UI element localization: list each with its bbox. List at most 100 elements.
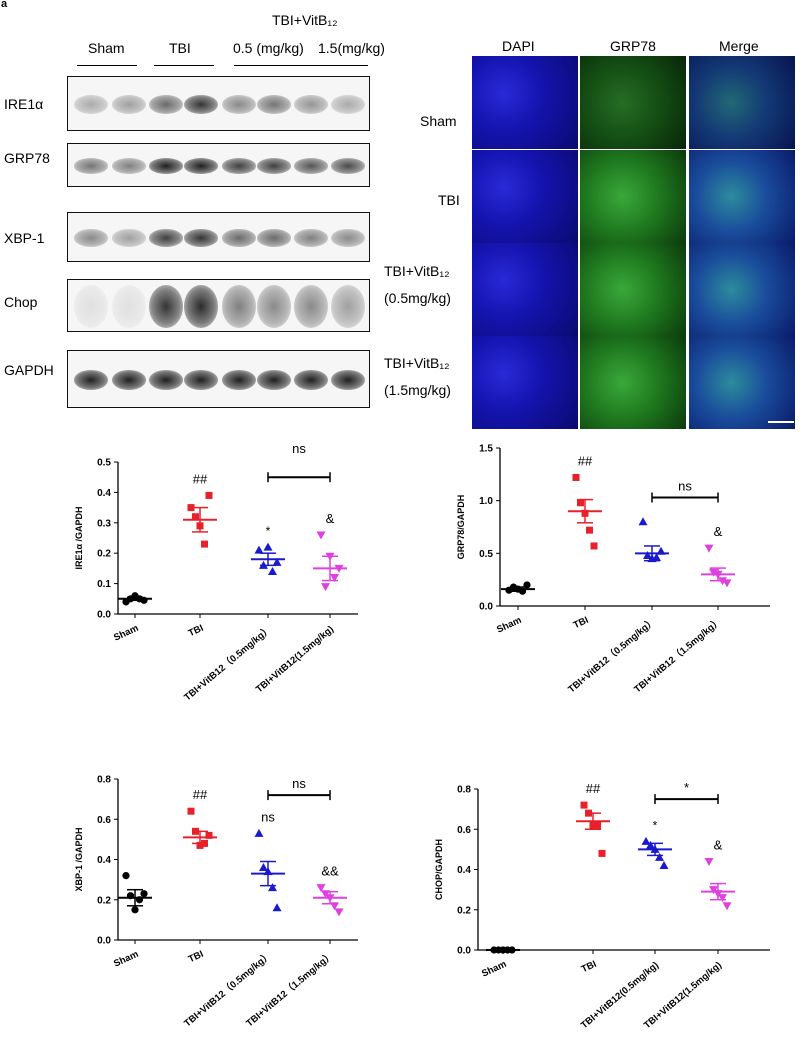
blot-band (294, 369, 328, 391)
y-tick-label: 0.5 (97, 458, 111, 469)
data-point (598, 849, 606, 857)
blot-strip-2 (67, 212, 370, 262)
data-point (709, 568, 718, 577)
significance-mark: ## (586, 781, 601, 796)
data-point (330, 574, 339, 583)
blot-band (112, 158, 146, 174)
data-point (187, 504, 195, 512)
bracket-label: ns (292, 441, 306, 456)
y-tick-label: 0.6 (457, 825, 471, 836)
blot-band (74, 229, 108, 247)
vit-underline (234, 65, 368, 66)
data-point (272, 557, 282, 566)
blot-band (331, 369, 365, 391)
blot-band (184, 229, 218, 247)
blot-band (222, 369, 256, 391)
y-axis-label: CHOP/GAPDH (434, 839, 444, 900)
blot-band (184, 158, 218, 174)
data-point (655, 852, 664, 861)
y-tick-label: 0.0 (97, 610, 111, 621)
micro-row-label: TBI+VitB₁₂ (384, 263, 450, 279)
significance-mark: ## (193, 787, 208, 802)
significance-mark: & (714, 524, 723, 539)
dose-15-label: 1.5(mg/kg) (318, 40, 385, 56)
x-tick-label: Sham (112, 949, 140, 970)
data-point (254, 545, 264, 554)
y-axis-label: GRP78/GAPDH (456, 495, 466, 560)
data-point (580, 801, 588, 809)
data-point (577, 499, 584, 507)
data-point (205, 491, 213, 499)
data-point (254, 828, 264, 837)
bracket-label: ns (292, 776, 306, 791)
blot-band (294, 94, 328, 115)
blot-band (331, 229, 365, 247)
data-point (334, 908, 344, 917)
data-point (187, 807, 195, 815)
y-tick-label: 0.0 (479, 602, 493, 613)
blot-band (149, 158, 183, 174)
blot-band (74, 285, 108, 328)
sham-group-label: Sham (88, 40, 125, 56)
significance-mark: && (321, 864, 339, 879)
data-point (196, 841, 204, 849)
micro-image-merge (689, 243, 795, 336)
micro-image-grp78 (580, 150, 686, 243)
micro-image-grp78 (580, 336, 686, 429)
micro-image-merge (689, 150, 795, 243)
micro-col-header: Merge (719, 38, 759, 54)
blot-label-0: IRE1α (4, 96, 44, 112)
x-tick-label: Sham (480, 959, 508, 980)
blot-label-2: XBP-1 (4, 230, 45, 246)
blot-band (222, 229, 256, 247)
micro-col-header: DAPI (502, 38, 535, 54)
y-tick-label: 0.2 (97, 549, 111, 560)
y-tick-label: 0.4 (97, 488, 111, 499)
data-point (718, 894, 727, 903)
data-point (192, 513, 199, 521)
blot-band (294, 229, 328, 247)
blot-band (294, 158, 328, 174)
significance-mark: & (326, 511, 335, 526)
data-point (268, 883, 277, 892)
micro-image-merge (689, 336, 795, 429)
blot-band (74, 94, 108, 115)
significance-mark: ## (193, 471, 208, 486)
blot-band (149, 369, 183, 391)
x-tick-label: TBI (572, 615, 591, 631)
blot-band (112, 94, 146, 115)
data-point (201, 540, 208, 548)
blot-band (257, 94, 291, 115)
x-tick-label: Sham (112, 623, 140, 644)
x-tick-label: TBI (187, 949, 206, 965)
blot-strip-0 (67, 76, 370, 131)
y-tick-label: 0.8 (457, 785, 471, 796)
x-tick-label: TBI (580, 959, 599, 975)
vit-header-label: TBI+VitB₁₂ (272, 12, 338, 28)
micro-col-header: GRP78 (610, 38, 656, 54)
data-point (722, 902, 732, 911)
micro-image-dapi (472, 243, 578, 336)
blot-band (184, 94, 218, 115)
blot-band (331, 158, 365, 174)
data-point (590, 542, 598, 550)
dose-05-label: 0.5 (mg/kg) (233, 40, 304, 56)
y-axis-label: IRE1α /GAPDH (74, 506, 84, 569)
data-point (316, 884, 326, 893)
panel-letter: a (1, 0, 8, 10)
y-tick-label: 0.1 (97, 579, 111, 590)
tbi-group-label: TBI (169, 40, 191, 56)
blot-label-4: GAPDH (4, 362, 54, 378)
blot-band (112, 229, 146, 247)
data-point (646, 840, 655, 849)
data-point (586, 526, 593, 534)
blot-strip-4 (67, 350, 370, 408)
significance-mark: ## (578, 453, 593, 468)
data-point (263, 542, 273, 551)
data-point (122, 872, 130, 880)
micro-image-grp78 (580, 243, 686, 336)
data-point (652, 553, 661, 562)
significance-mark: & (714, 837, 723, 852)
y-tick-label: 0.5 (479, 549, 493, 560)
